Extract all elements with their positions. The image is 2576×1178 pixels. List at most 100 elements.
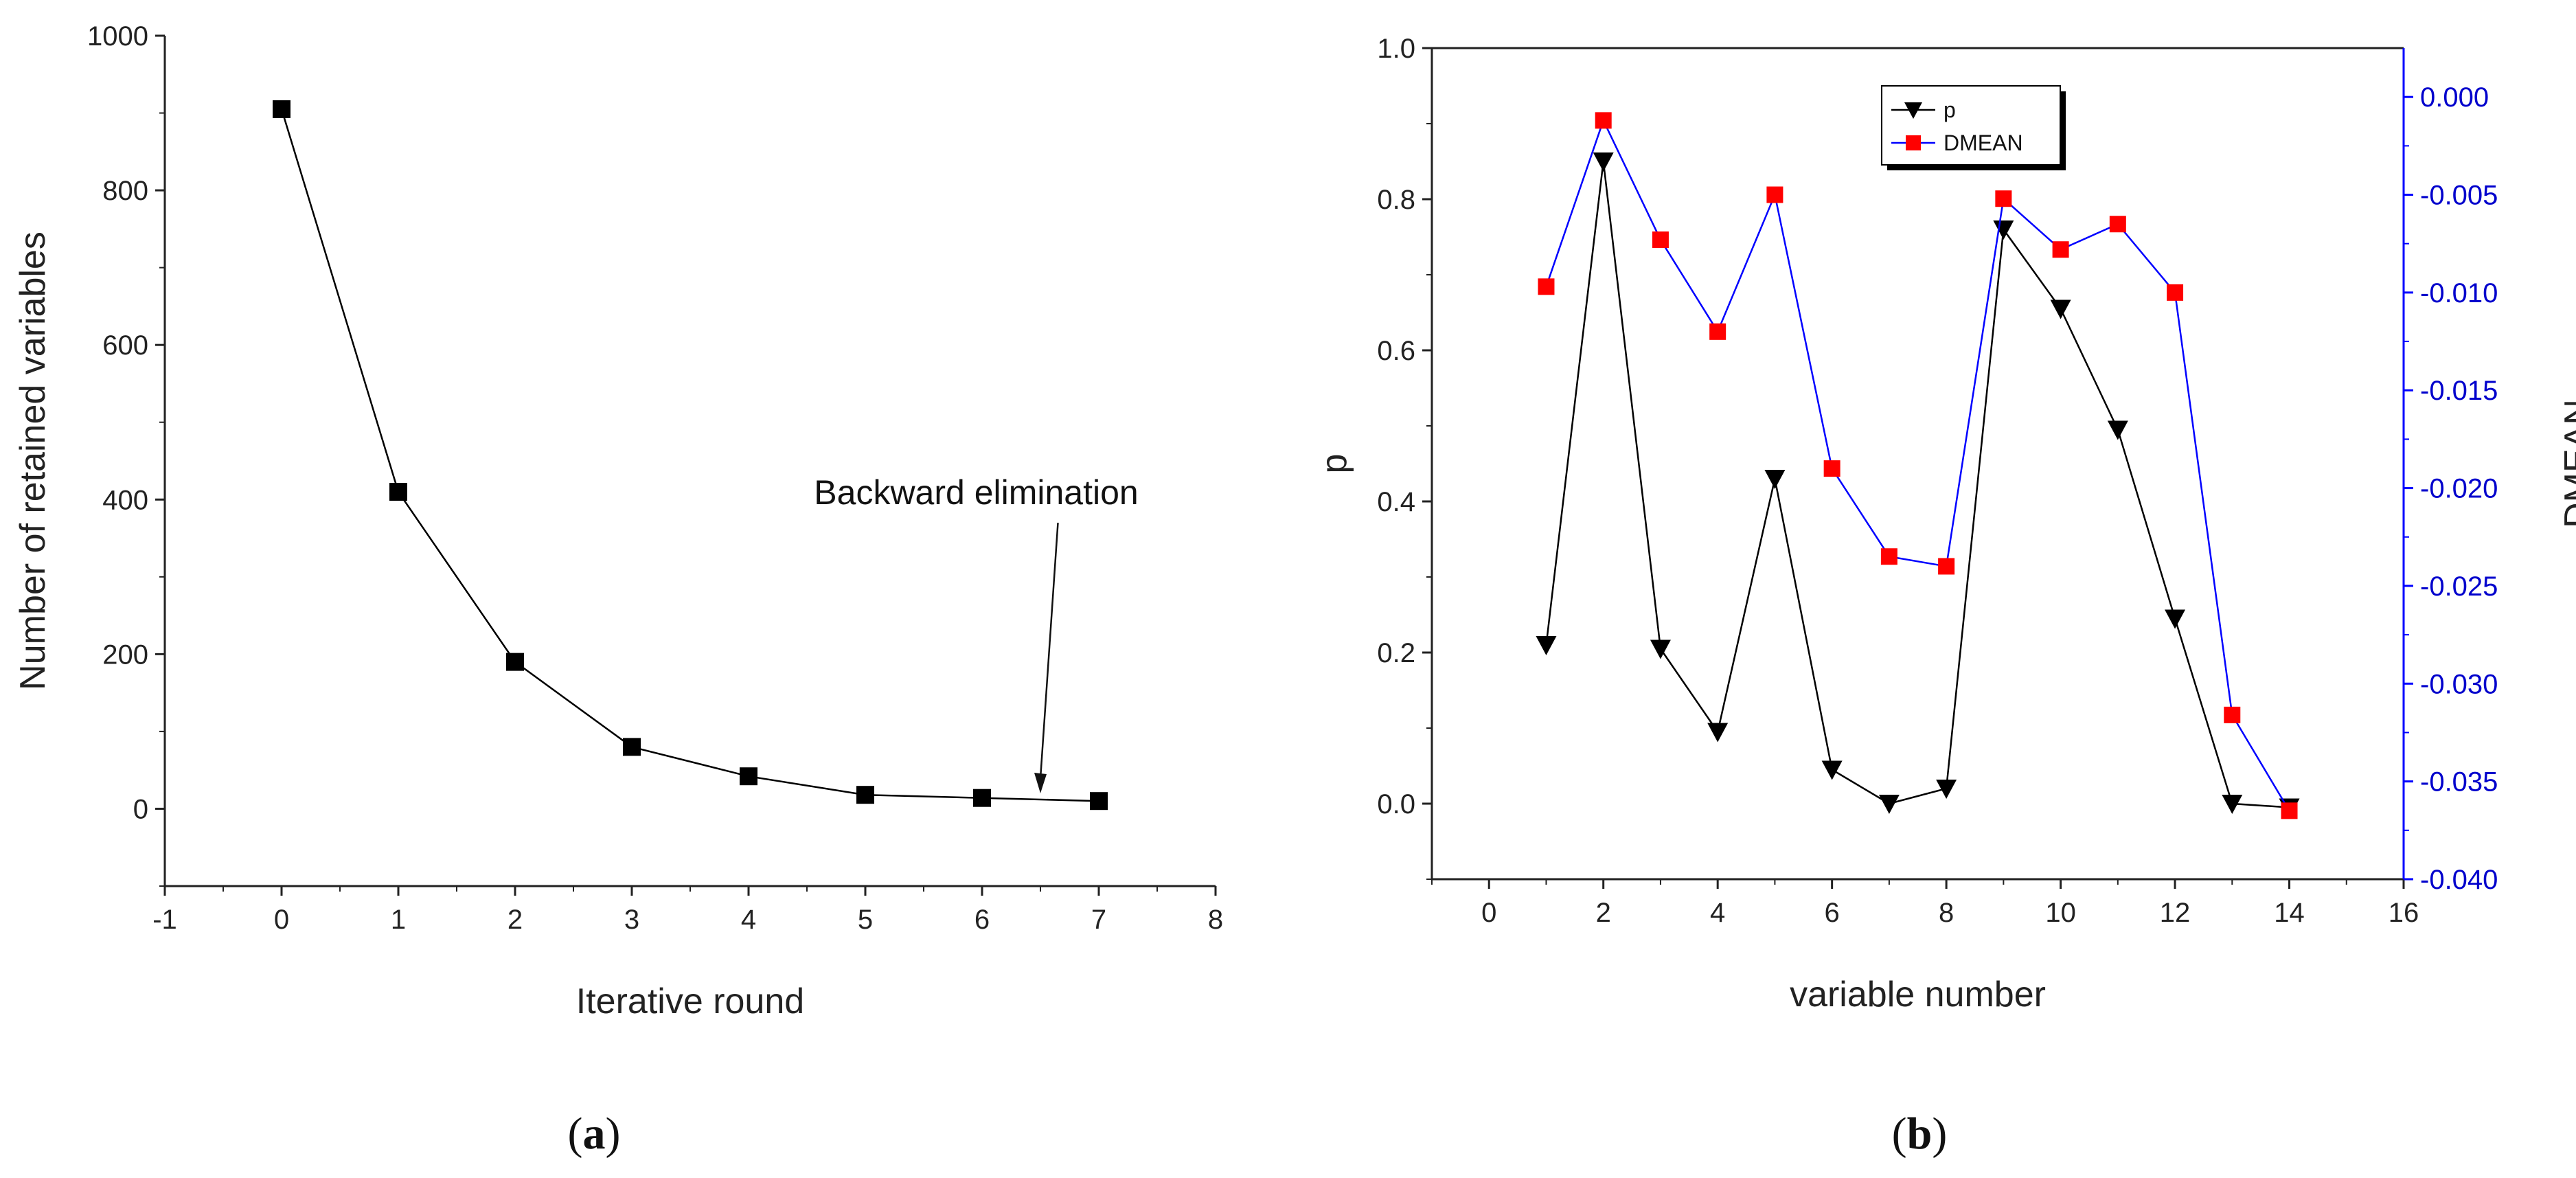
chart-b-y-axis-label: p <box>1314 454 1354 474</box>
chart-b-data-point-p <box>1707 723 1729 743</box>
chart-a-y-axis-label: Number of retained variables <box>13 231 53 690</box>
chart-a-data-point <box>389 483 407 501</box>
chart-b-x-tick-label: 6 <box>1825 898 1840 928</box>
chart-b-y2-tick-label: -0.035 <box>2420 767 2498 797</box>
chart-b-data-point-p <box>2107 420 2128 440</box>
chart-b-data-point-dmean <box>1652 231 1669 249</box>
chart-a-y-tick-label: 200 <box>102 639 148 670</box>
chart-a-axes <box>163 36 1216 887</box>
chart-b-series-line-p <box>1545 161 2290 808</box>
chart-a-ticks: -1 0 1 2 3 4 5 6 7 8 0 200 400 600 800 1000 <box>87 21 1223 935</box>
chart-b-x-tick-label: 14 <box>2274 898 2305 928</box>
chart-b-x-tick-label: 4 <box>1710 898 1725 928</box>
chart-a-x-tick-label: 0 <box>274 905 289 935</box>
chart-a-series <box>273 100 1108 811</box>
chart-b-data-point-p <box>1593 152 1614 172</box>
chart-b-data-point-dmean <box>2167 284 2184 301</box>
chart-a-annotation-text: Backward elimination <box>814 473 1138 512</box>
chart-a-x-tick-label: 5 <box>858 905 873 935</box>
chart-b-data-point-p <box>1764 470 1786 489</box>
chart-b-data-point-p <box>2165 609 2186 629</box>
chart-b-legend: p DMEAN <box>1881 85 2066 170</box>
chart-a-x-tick-label: 8 <box>1208 905 1223 935</box>
chart-b-x-axis-label: variable number <box>1790 975 2046 1015</box>
chart-b-data-point-dmean <box>2052 241 2069 258</box>
chart-b-ticks: 0 2 4 6 8 10 12 14 16 0.0 0.2 0.4 0.6 0.8 1.0 0.000 -0.0… <box>1377 34 2498 928</box>
chart-b-y-tick-label: 0.6 <box>1377 336 1415 366</box>
chart-a-x-axis-label: Iterative round <box>576 982 804 1021</box>
chart-a-y-tick-label: 0 <box>133 794 148 824</box>
chart-b-data-point-p <box>1993 220 2014 240</box>
chart-b-data-point-dmean <box>1595 112 1612 129</box>
chart-b-y-tick-label: 0.2 <box>1377 638 1415 668</box>
chart-b-series-line-dmean <box>1545 118 2290 811</box>
chart-b-data-point-dmean <box>1938 558 1955 575</box>
chart-b-legend-label: DMEAN <box>1944 131 2023 155</box>
chart-a-data-point <box>740 767 757 786</box>
chart-a-data-point <box>1090 792 1108 811</box>
chart-a-y-tick-label: 400 <box>102 485 148 515</box>
chart-b-y2-tick-label: -0.005 <box>2420 181 2498 211</box>
chart-b-data-point-dmean <box>2109 216 2126 233</box>
chart-a-x-tick-label: 6 <box>974 905 990 935</box>
chart-a-x-tick-label: 4 <box>741 905 756 935</box>
chart-a-data-point <box>273 100 290 118</box>
chart-a-x-tick-label: 3 <box>624 905 639 935</box>
chart-a-annotation-arrow <box>1034 522 1059 793</box>
chart-b-data-point-p <box>1536 636 1557 655</box>
chart-b-panel-letter: b <box>1907 1109 1933 1159</box>
chart-a-x-tick-label: -1 <box>152 905 177 935</box>
chart-b-data-point-p <box>2050 299 2071 319</box>
chart-a-y-tick-label: 1000 <box>87 21 148 52</box>
chart-b-y2-tick-label: -0.040 <box>2420 865 2498 895</box>
chart-b-data-point-p <box>1821 760 1843 780</box>
chart-a-x-tick-label: 2 <box>508 905 523 935</box>
chart-b-series <box>1536 112 2300 819</box>
chart-a-data-point <box>506 653 524 671</box>
chart-b-y2-tick-label: -0.020 <box>2420 474 2498 504</box>
chart-b-data-point-dmean <box>1995 190 2012 207</box>
chart-b-x-tick-label: 10 <box>2045 898 2076 928</box>
chart-b-legend-box <box>1881 85 2061 166</box>
chart-a-annotation-arrow-shaft <box>1039 522 1059 779</box>
chart-b-data-point-dmean <box>2224 706 2241 723</box>
chart-b-y-tick-label: 0.8 <box>1377 185 1415 215</box>
chart-b-y2-tick-label: -0.010 <box>2420 278 2498 308</box>
chart-b-panel-label: (b) <box>1892 1109 1948 1159</box>
chart-b-data-point-p <box>1936 780 1957 799</box>
chart-a-panel-letter: a <box>583 1109 606 1159</box>
chart-b-y2-tick-label: -0.030 <box>2420 669 2498 699</box>
chart-a-y-tick-label: 600 <box>102 330 148 361</box>
chart-b-data-point-dmean <box>1538 278 1555 295</box>
chart-b-x-tick-label: 16 <box>2389 898 2419 928</box>
chart-a-data-point <box>623 738 641 756</box>
chart-b-x-tick-label: 2 <box>1596 898 1611 928</box>
chart-a: -1 0 1 2 3 4 5 6 7 8 0 200 400 600 800 1000 Iterative r… <box>13 21 1223 1159</box>
chart-b-legend-label: p <box>1944 98 1956 122</box>
chart-a-data-point <box>856 786 874 804</box>
chart-a-y-tick-label: 800 <box>102 176 148 206</box>
chart-a-data-point <box>973 789 991 807</box>
chart-a-annotation-arrow-head <box>1034 772 1047 793</box>
chart-b-y2-tick-label: 0.000 <box>2420 82 2489 113</box>
chart-b-data-point-dmean <box>2281 802 2298 819</box>
chart-b-data-point-p <box>1650 639 1671 659</box>
chart-b-y2-axis-label: DMEAN <box>2557 399 2576 528</box>
chart-b-y-tick-label: 1.0 <box>1377 34 1415 64</box>
chart-b-x-tick-label: 0 <box>1481 898 1496 928</box>
chart-b-y-tick-label: 0.0 <box>1377 789 1415 819</box>
chart-b-y2-tick-label: -0.015 <box>2420 376 2498 406</box>
chart-a-x-tick-label: 1 <box>391 905 406 935</box>
chart-b-y-tick-label: 0.4 <box>1377 487 1415 517</box>
chart-a-x-tick-label: 7 <box>1091 905 1106 935</box>
chart-b-legend-marker <box>1904 102 1922 119</box>
chart-b-data-point-p <box>1878 795 1900 814</box>
chart-a-series-line <box>280 109 1099 802</box>
chart-b-data-point-dmean <box>1880 548 1897 565</box>
chart-b: 0 2 4 6 8 10 12 14 16 0.0 0.2 0.4 0.6 0.8 1.0 0.000 -0.0… <box>1314 34 2576 1159</box>
chart-b-data-point-p <box>2222 795 2243 814</box>
chart-b-x-tick-label: 8 <box>1939 898 1954 928</box>
chart-b-legend-marker <box>1906 135 1921 150</box>
chart-a-panel-label: (a) <box>568 1109 621 1159</box>
